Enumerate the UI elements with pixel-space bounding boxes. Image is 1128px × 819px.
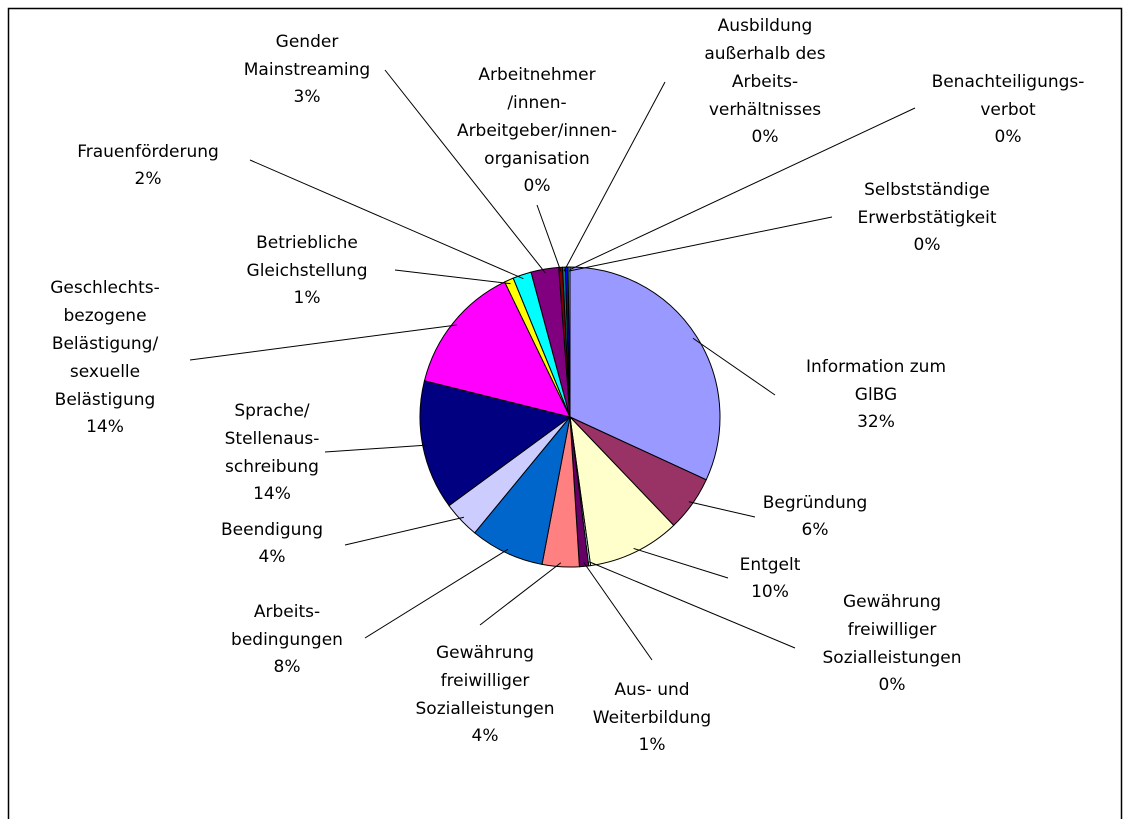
slice-value-label: 14% — [86, 417, 124, 437]
leader-line — [566, 107, 916, 272]
slice-value-label: 1% — [639, 735, 666, 755]
leader-line — [479, 562, 562, 626]
slice-label: Gewährung freiwilliger Sozialleistungen — [823, 592, 962, 668]
slice-label: Arbeits-bedingungen — [231, 602, 343, 650]
slice-label: Sprache/Stellenaus-schreibung — [225, 401, 320, 477]
leader-line — [249, 159, 524, 280]
leader-line — [344, 516, 465, 546]
leader-line — [384, 69, 546, 274]
slice-value-label: 2% — [135, 169, 162, 189]
leader-line — [364, 548, 509, 639]
slice-value-label: 4% — [259, 547, 286, 567]
leader-line — [563, 81, 666, 272]
slice-value-label: 10% — [751, 582, 789, 602]
pie-slice — [569, 266, 721, 481]
leader-line — [692, 337, 776, 396]
slice-value-label: 1% — [294, 288, 321, 308]
leader-line — [536, 204, 562, 272]
slice-value-label: 32% — [857, 412, 895, 432]
slice-value-label: 0% — [914, 235, 941, 255]
pie-slice — [569, 415, 675, 567]
pie-slice — [423, 281, 571, 418]
pie-slice — [567, 266, 571, 418]
leader-line — [394, 269, 511, 285]
slice-label: Ausbildung außerhalb des Arbeits-verhältni… — [704, 16, 825, 120]
slice-label: Aus- und Weiterbildung — [593, 680, 711, 728]
leader-line — [588, 561, 796, 649]
slice-value-label: 3% — [294, 87, 321, 107]
slice-label: Arbeitnehmer/innen-Arbeitgeber/innen-org… — [457, 65, 617, 169]
leader-line — [189, 324, 457, 361]
slice-label: Selbstständige Erwerbstätigkeit — [857, 180, 996, 228]
slice-label: Gender Mainstreaming — [244, 32, 370, 80]
slice-label: Betriebliche Gleichstellung — [247, 233, 368, 281]
slice-label: Beendigung — [221, 520, 323, 540]
slice-label: Begründung — [763, 493, 868, 513]
slice-value-label: 14% — [253, 484, 291, 504]
slice-label: Benachteiligungs-verbot — [932, 72, 1085, 120]
slice-value-label: 4% — [472, 726, 499, 746]
leader-line — [633, 547, 729, 579]
slice-value-label: 8% — [274, 657, 301, 677]
leader-line — [688, 501, 756, 518]
slice-label: Gewährung freiwilliger Sozialleistungen — [416, 643, 555, 719]
slice-label: Geschlechts-bezogene Belästigung/sexuelle… — [50, 278, 160, 410]
slice-value-label: 0% — [995, 127, 1022, 147]
slice-label: Frauenförderung — [77, 142, 219, 162]
slice-value-label: 0% — [752, 127, 779, 147]
slice-value-label: 0% — [524, 176, 551, 196]
slice-label: Entgelt — [740, 555, 801, 575]
leader-line — [324, 444, 427, 453]
slice-value-label: 6% — [802, 520, 829, 540]
leader-line — [583, 562, 653, 661]
slice-label: Information zum GlBG — [806, 357, 946, 405]
slice-value-label: 0% — [879, 675, 906, 695]
leader-line — [568, 216, 833, 272]
